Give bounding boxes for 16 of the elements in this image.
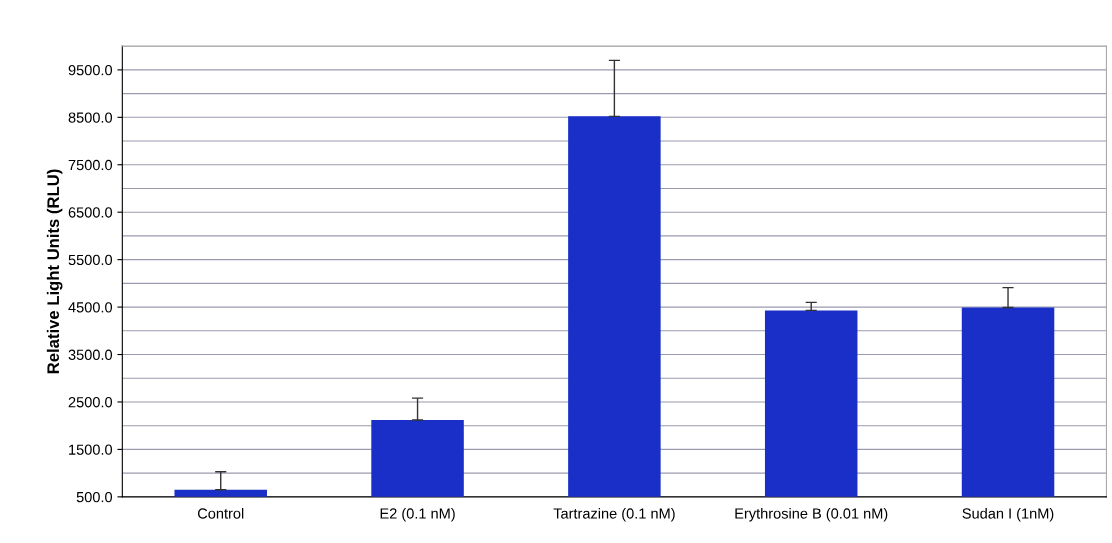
y-tick-label: 2500.0 bbox=[68, 397, 113, 408]
y-tick-label: 7500.0 bbox=[68, 159, 113, 171]
x-tick-label: Sudan I (1nM) bbox=[962, 507, 1054, 522]
y-tick-label: 5500.0 bbox=[68, 254, 113, 266]
x-tick-label: Tartrazine (0.1 nM) bbox=[553, 507, 675, 522]
y-tick-label: 9500.0 bbox=[68, 64, 113, 76]
x-tick-label: Erythrosine B (0.01 nM) bbox=[735, 507, 888, 522]
y-tick-label: 4500.0 bbox=[68, 302, 113, 313]
y-tick-label: 500.0 bbox=[76, 491, 113, 503]
x-tick-label: E2 (0.1 nM) bbox=[380, 507, 455, 522]
y-axis-title: Relative Light Units (RLU) bbox=[46, 169, 63, 374]
y-tick-label: 8500.0 bbox=[68, 112, 113, 123]
y-tick-label: 3500.0 bbox=[68, 349, 113, 360]
y-tick-label: 1500.0 bbox=[69, 444, 113, 455]
y-tick-label: 6500.0 bbox=[68, 207, 113, 218]
x-tick-label: Control bbox=[197, 507, 244, 519]
